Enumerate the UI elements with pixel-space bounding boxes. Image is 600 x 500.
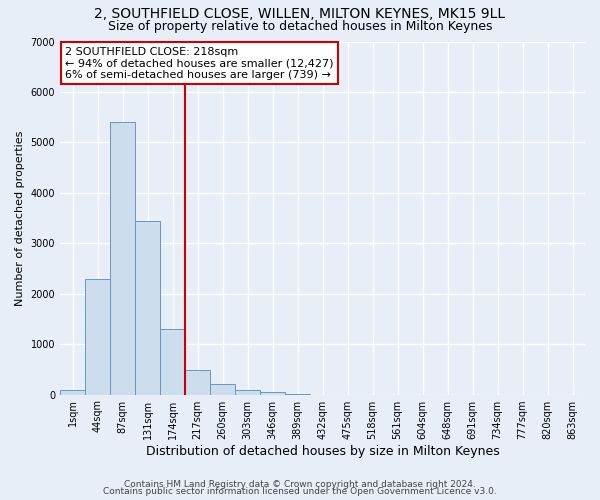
Bar [185,370,210,394]
Bar [110,122,135,394]
Text: 2 SOUTHFIELD CLOSE: 218sqm
← 94% of detached houses are smaller (12,427)
6% of s: 2 SOUTHFIELD CLOSE: 218sqm ← 94% of deta… [65,47,334,80]
X-axis label: Distribution of detached houses by size in Milton Keynes: Distribution of detached houses by size … [146,444,499,458]
Bar [60,390,85,394]
Bar [235,390,260,394]
Bar [260,392,285,394]
Text: Contains public sector information licensed under the Open Government Licence v3: Contains public sector information licen… [103,487,497,496]
Bar [85,278,110,394]
Bar [135,220,160,394]
Y-axis label: Number of detached properties: Number of detached properties [15,130,25,306]
Bar [210,384,235,394]
Text: 2, SOUTHFIELD CLOSE, WILLEN, MILTON KEYNES, MK15 9LL: 2, SOUTHFIELD CLOSE, WILLEN, MILTON KEYN… [94,8,506,22]
Text: Contains HM Land Registry data © Crown copyright and database right 2024.: Contains HM Land Registry data © Crown c… [124,480,476,489]
Text: Size of property relative to detached houses in Milton Keynes: Size of property relative to detached ho… [108,20,492,33]
Bar [160,329,185,394]
